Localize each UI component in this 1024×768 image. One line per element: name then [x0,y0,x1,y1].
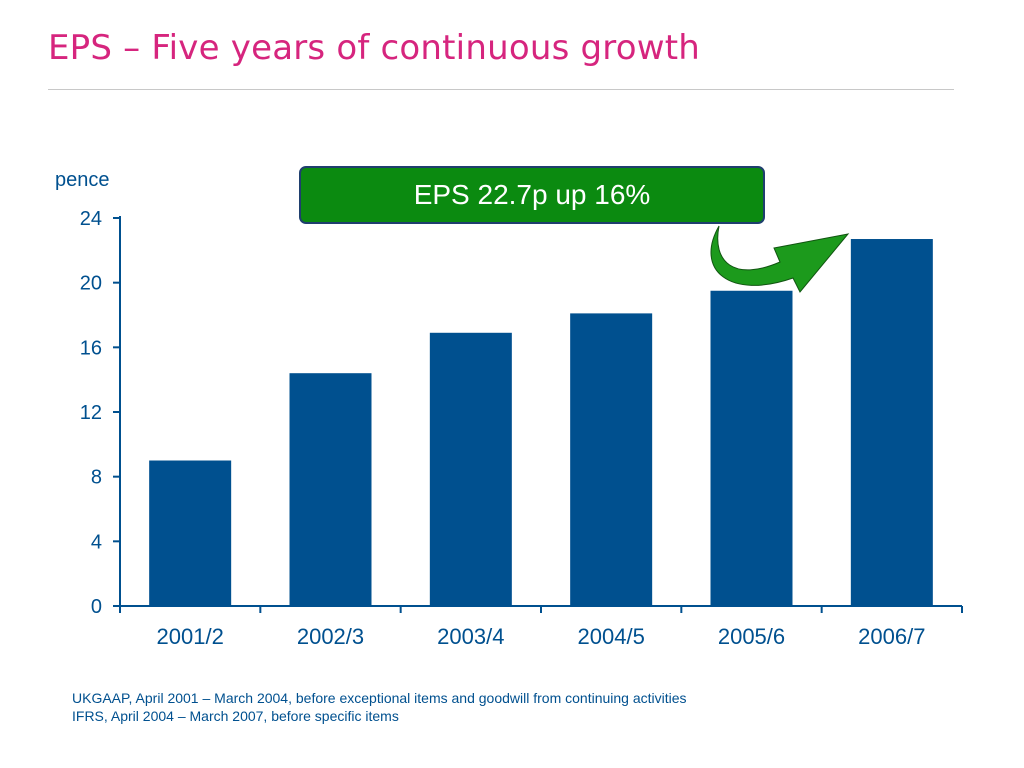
eps-callout-text: EPS 22.7p up 16% [413,179,651,210]
title-divider [48,89,954,90]
x-tick-label: 2002/3 [297,624,364,649]
x-tick-label: 2003/4 [437,624,504,649]
x-tick-label: 2005/6 [718,624,785,649]
x-tick-label: 2004/5 [578,624,645,649]
y-tick-label: 0 [91,596,102,618]
y-tick-label: 16 [80,337,102,359]
bar-2002-3 [289,373,372,606]
bar-2005-6 [710,290,793,606]
footnotes: UKGAAP, April 2001 – March 2004, before … [72,689,687,725]
slide-title: EPS – Five years of continuous growth [48,28,701,68]
bar-2001-2 [149,460,232,606]
y-tick-label: 24 [80,208,102,230]
y-tick-label: 4 [91,531,102,553]
bar-2006-7 [850,239,933,606]
y-axis-label: pence [55,169,110,191]
eps-callout-box: EPS 22.7p up 16% [299,166,765,224]
y-tick-label: 12 [80,402,102,424]
growth-arrow-icon [710,225,850,293]
bar-2004-5 [570,313,653,606]
x-tick-label: 2006/7 [858,624,925,649]
chart-plot-area: pence 0 4 8 12 16 20 24 2001/2 2002/3 2003/4 2004/5… [55,169,963,649]
growth-arrow [710,225,850,293]
x-tick-label: 2001/2 [157,624,224,649]
y-tick-label: 8 [91,467,102,489]
footnote-ukgaap: UKGAAP, April 2001 – March 2004, before … [72,690,687,706]
y-tick-label: 20 [80,273,102,295]
bar-2003-4 [429,332,512,606]
footnote-ifrs: IFRS, April 2004 – March 2007, before sp… [72,708,399,724]
